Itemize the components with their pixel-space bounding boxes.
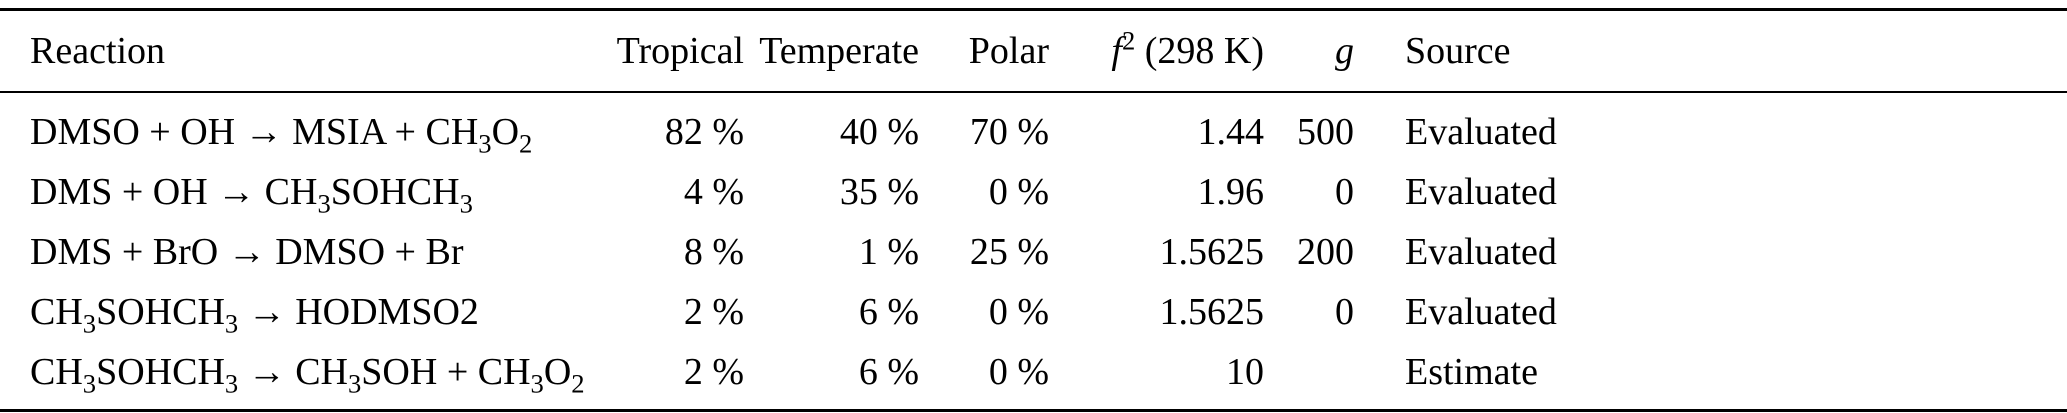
column-header-reaction: Reaction xyxy=(0,9,610,93)
cell-polar: 70 % xyxy=(969,111,1049,153)
cell-polar: 25 % xyxy=(969,231,1049,273)
cell-source: Estimate xyxy=(1405,351,1538,393)
column-header-f2-298k: f2 (298 K) xyxy=(1050,9,1265,93)
column-header-polar: Polar xyxy=(920,9,1050,93)
cell-reaction: CH3SOHCH3 → CH3SOH + CH3O2 xyxy=(30,351,585,399)
table-row: DMS + OH → CH3SOHCH3 4 % 35 % 0 % 1.96 0… xyxy=(0,162,2067,222)
column-header-source: Source xyxy=(1355,9,2067,93)
cell-f2: 1.96 xyxy=(1197,171,1265,213)
cell-source: Evaluated xyxy=(1405,171,1557,213)
cell-g: 200 xyxy=(1297,231,1354,273)
cell-g: 0 xyxy=(1335,171,1354,213)
table-body: DMSO + OH → MSIA + CH3O2 82 % 40 % 70 % … xyxy=(0,92,2067,411)
cell-f2: 1.5625 xyxy=(1159,231,1265,273)
cell-polar: 0 % xyxy=(988,351,1049,393)
cell-tropical: 8 % xyxy=(683,231,744,273)
reactions-table: Reaction Tropical Temperate Polar f2 (29… xyxy=(0,8,2067,412)
table-row: DMS + BrO → DMSO + Br 8 % 1 % 25 % 1.562… xyxy=(0,222,2067,282)
cell-reaction: DMSO + OH → MSIA + CH3O2 xyxy=(30,111,533,159)
cell-source: Evaluated xyxy=(1405,111,1557,153)
column-header-tropical: Tropical xyxy=(610,9,745,93)
cell-temperate: 35 % xyxy=(839,171,919,213)
cell-temperate: 6 % xyxy=(858,351,919,393)
table-row: DMSO + OH → MSIA + CH3O2 82 % 40 % 70 % … xyxy=(0,92,2067,162)
cell-tropical: 2 % xyxy=(683,291,744,333)
table-row: CH3SOHCH3 → HODMSO2 2 % 6 % 0 % 1.5625 0… xyxy=(0,282,2067,342)
cell-tropical: 82 % xyxy=(664,111,744,153)
cell-polar: 0 % xyxy=(988,171,1049,213)
cell-g: 0 xyxy=(1335,291,1354,333)
cell-polar: 0 % xyxy=(988,291,1049,333)
header-row: Reaction Tropical Temperate Polar f2 (29… xyxy=(0,9,2067,93)
column-header-temperate: Temperate xyxy=(745,9,920,93)
cell-source: Evaluated xyxy=(1405,231,1557,273)
cell-temperate: 1 % xyxy=(858,231,919,273)
cell-reaction: DMS + BrO → DMSO + Br xyxy=(30,231,464,273)
cell-temperate: 40 % xyxy=(839,111,919,153)
cell-g: 500 xyxy=(1297,111,1354,153)
cell-f2: 1.5625 xyxy=(1159,291,1265,333)
table-header: Reaction Tropical Temperate Polar f2 (29… xyxy=(0,9,2067,93)
column-header-g: g xyxy=(1265,9,1355,93)
cell-reaction: CH3SOHCH3 → HODMSO2 xyxy=(30,291,479,339)
cell-tropical: 2 % xyxy=(683,351,744,393)
cell-f2: 10 xyxy=(1226,351,1264,393)
cell-f2: 1.44 xyxy=(1197,111,1265,153)
cell-source: Evaluated xyxy=(1405,291,1557,333)
cell-g xyxy=(1265,342,1355,411)
cell-temperate: 6 % xyxy=(858,291,919,333)
cell-tropical: 4 % xyxy=(683,171,744,213)
cell-reaction: DMS + OH → CH3SOHCH3 xyxy=(30,171,473,219)
table-row: CH3SOHCH3 → CH3SOH + CH3O2 2 % 6 % 0 % 1… xyxy=(0,342,2067,411)
